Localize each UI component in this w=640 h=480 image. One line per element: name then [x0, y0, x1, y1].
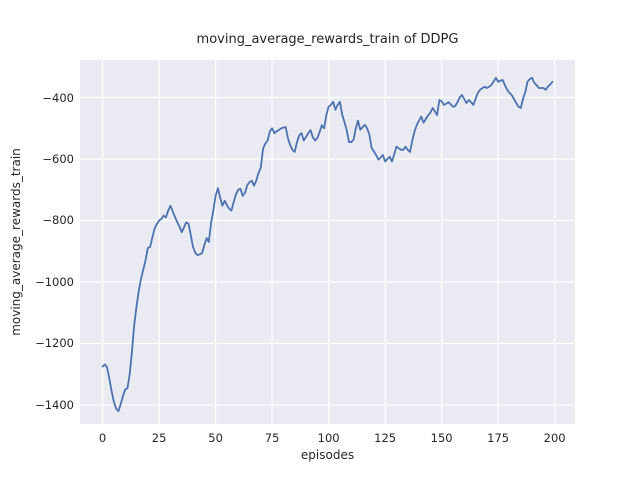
chart-title: moving_average_rewards_train of DDPG	[196, 32, 459, 47]
x-tick-label: 25	[151, 431, 167, 445]
x-tick-label: 150	[430, 431, 453, 445]
x-tick-label: 50	[208, 431, 223, 445]
y-tick-label: −1200	[35, 336, 74, 351]
x-tick-label: 0	[98, 431, 107, 445]
x-axis-label: episodes	[300, 448, 355, 462]
y-tick-label: −1400	[35, 397, 74, 412]
line-chart-svg	[80, 60, 575, 424]
x-tick-label: 75	[264, 431, 280, 445]
x-tick-label: 100	[317, 431, 340, 445]
plot-area	[80, 60, 575, 424]
x-tick-label: 125	[374, 431, 397, 445]
y-tick-label: −1000	[35, 274, 74, 289]
x-tick-label: 175	[487, 431, 510, 445]
y-axis-label: moving_average_rewards_train	[9, 148, 23, 336]
data-line	[101, 76, 554, 413]
y-tick-label: −400	[42, 90, 74, 105]
y-tick-label: −800	[42, 213, 74, 228]
x-tick-label: 200	[543, 431, 566, 445]
y-tick-label: −600	[42, 151, 74, 166]
